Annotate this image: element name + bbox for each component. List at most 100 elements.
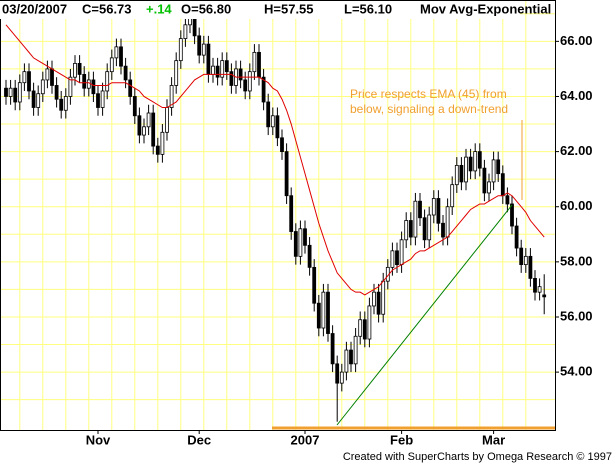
candle-body [523,255,528,266]
candle-body [418,200,422,219]
header-change: +.14 [146,1,172,16]
header-bg [0,1,520,19]
candle-body [422,217,427,241]
x-tick-label: Feb [390,432,413,447]
candle-body [59,98,64,111]
header-low: L=56.10 [344,1,392,16]
candle-body [270,115,275,128]
header-close: C=56.73 [82,1,132,16]
candle-body [510,203,514,227]
candle-body [68,76,73,97]
candle-body [91,79,96,95]
candle-body [201,43,206,56]
x-tick-label: Mar [482,432,505,447]
candle-body [491,159,496,183]
candle-body [151,112,156,147]
candle-body [257,51,261,78]
candle-body [514,225,519,249]
candle-body [243,79,248,92]
plot-frame [0,0,556,431]
candle-body [339,371,344,384]
trend-line [336,204,513,426]
header-date: 03/20/2007 [2,1,67,16]
candle-body [100,90,105,108]
candle-body [496,159,501,175]
candle-body [399,239,404,266]
candle-body [376,291,381,315]
candle-body [123,65,128,81]
candle-body [477,151,482,169]
candle-body [303,228,307,246]
footer: Created with SuperCharts by Omega Resear… [343,451,612,463]
candle-body [381,280,386,315]
candle-body [13,87,18,103]
candle-body [528,255,533,279]
candle-body [367,305,372,340]
candle-body [280,137,284,153]
candle-body [211,65,215,75]
candle-body [344,349,349,373]
candle-body [450,184,455,208]
candle-body [238,68,243,81]
candle-body [36,93,41,108]
candle-body [86,79,91,89]
y-tick-label: 60.00 [560,198,593,213]
candle-body [50,68,54,86]
candle-body [473,151,478,172]
header-indicator: Mov Avg-Exponential [420,1,551,16]
candle-body [500,173,505,197]
candle-body [8,87,13,97]
y-tick-label: 56.00 [560,308,593,323]
candle-body [224,60,229,73]
candle-body [109,57,114,73]
candle-body [252,51,257,73]
candle-body [307,244,312,268]
candle-body [427,214,432,241]
x-tick-label: 2007 [291,432,320,447]
candle-body [266,101,271,128]
candle-body [316,302,321,329]
candle-body [229,71,234,86]
candle-body [31,90,36,108]
candle-body [114,46,119,59]
candle-body [132,96,137,117]
candle-body [4,87,8,97]
candle-body [22,71,27,84]
candle-body [183,24,188,39]
candle-body [298,228,303,257]
candle-body [482,167,487,194]
candle-body [178,38,183,62]
candle-body [505,195,510,205]
ema-line [5,24,545,296]
candle-body [119,46,123,67]
candle-body [445,206,450,238]
grid [0,0,555,430]
candle-body [220,60,225,78]
candle-body [77,62,82,75]
candle-body [431,198,436,216]
candle-body [321,291,326,329]
annotation: below, signaling a down-trend [350,102,508,116]
candle-body [353,335,358,365]
candle-body [349,349,353,365]
candle-body [54,85,59,100]
candle-body [169,85,174,108]
header-open: O=56.80 [181,1,231,16]
candle-body [146,112,151,128]
candle-body [192,16,197,37]
candle-body [215,65,220,78]
candle-body [142,126,146,136]
candle-body [312,266,317,304]
candle-body [454,164,459,186]
candle-body [362,319,367,340]
y-tick-label: 62.00 [560,143,593,158]
candle-body [459,164,464,183]
candle-body [105,71,110,92]
candle-body [137,115,142,136]
header-high: H=57.55 [264,1,314,16]
candle-body [441,222,445,238]
candle-body [165,107,169,133]
candle-body [206,43,211,75]
